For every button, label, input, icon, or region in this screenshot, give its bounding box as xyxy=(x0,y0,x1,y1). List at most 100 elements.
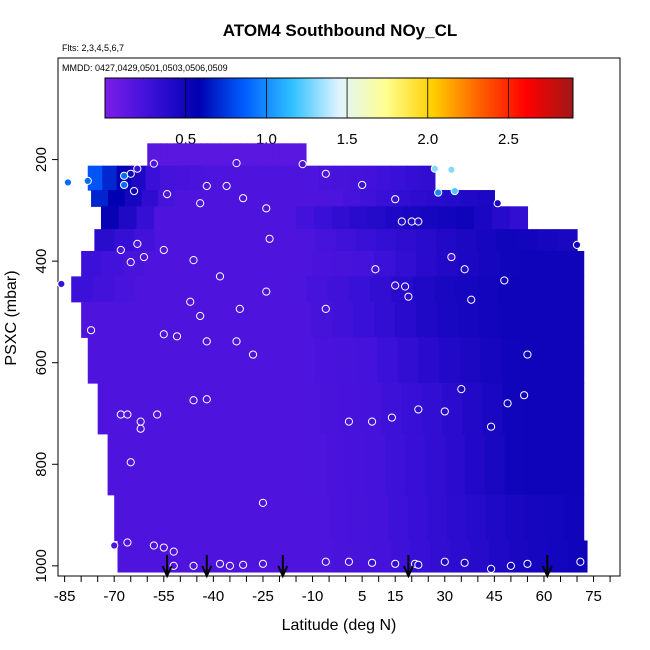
curtain-cell xyxy=(469,540,490,573)
curtain-cell xyxy=(259,190,277,207)
observation-point xyxy=(506,561,516,570)
curtain-cell xyxy=(143,301,166,338)
chart-title: ATOM4 Southbound NOy_CL xyxy=(223,21,458,40)
curtain-cell xyxy=(478,250,501,277)
curtain-cell xyxy=(436,229,457,252)
curtain-cell xyxy=(376,190,395,207)
curtain-cell xyxy=(188,165,205,191)
curtain-cell xyxy=(359,190,378,207)
curtain-cell xyxy=(370,276,393,303)
curtain-cell xyxy=(540,276,563,303)
observation-points xyxy=(57,159,585,573)
curtain-bands xyxy=(71,143,588,573)
curtain-cell xyxy=(167,433,188,496)
curtain-cell xyxy=(543,433,565,496)
observation-point xyxy=(321,557,330,566)
curtain-cell xyxy=(405,165,422,191)
observation-point xyxy=(391,195,400,204)
curtain-cell xyxy=(253,143,261,167)
observation-point xyxy=(215,559,225,568)
curtain-cell xyxy=(368,494,389,542)
curtain-cell xyxy=(502,383,524,435)
curtain-cell xyxy=(524,494,546,542)
curtain-cell xyxy=(118,206,138,230)
curtain-cell xyxy=(129,337,151,384)
observation-point xyxy=(136,424,145,433)
curtain-cell xyxy=(331,206,351,230)
curtain-cell xyxy=(136,206,155,230)
observation-point xyxy=(235,304,244,313)
curtain-cell xyxy=(365,433,386,496)
observation-point xyxy=(202,395,211,404)
curtain-cell xyxy=(246,433,267,496)
curtain-cell xyxy=(227,250,250,277)
curtain-cell xyxy=(193,143,201,167)
curtain-cell xyxy=(485,494,506,542)
observation-point xyxy=(202,337,211,346)
observation-point xyxy=(358,180,367,190)
curtain-cell xyxy=(269,301,292,338)
curtain-cell xyxy=(92,276,115,303)
observation-point xyxy=(576,557,585,566)
curtain-cell xyxy=(207,206,226,230)
profile-arrow-head xyxy=(403,565,414,579)
curtain-cell xyxy=(427,494,448,542)
observation-point xyxy=(239,194,248,203)
curtain-cell xyxy=(172,494,194,542)
curtain-cell xyxy=(225,190,243,207)
curtain-cell xyxy=(536,229,558,252)
observation-point xyxy=(321,304,330,313)
observation-point xyxy=(133,239,142,248)
observation-point xyxy=(387,413,396,422)
x-tick-label: 30 xyxy=(436,588,453,605)
profile-markers xyxy=(161,555,553,579)
curtain-cell xyxy=(311,250,333,277)
curtain-cell xyxy=(309,494,330,542)
curtain-cell xyxy=(562,337,585,384)
curtain-cell xyxy=(102,301,124,338)
curtain-cell xyxy=(437,301,459,338)
observation-point xyxy=(572,240,582,249)
profile-arrow-head xyxy=(277,565,289,579)
curtain-cell xyxy=(154,206,173,230)
curtain-cell xyxy=(381,383,402,435)
x-tick-label: -40 xyxy=(203,588,225,605)
curtain-cell xyxy=(396,229,417,252)
curtain-cell xyxy=(185,250,208,277)
observation-point xyxy=(467,295,476,304)
curtain-cell xyxy=(124,190,143,207)
curtain-cell xyxy=(458,301,480,338)
curtain-cell xyxy=(329,494,350,542)
curtain-cell xyxy=(460,190,479,207)
observation-point xyxy=(239,560,248,569)
curtain-cell xyxy=(254,540,275,573)
curtain-cell xyxy=(275,165,291,191)
curtain-cell xyxy=(352,540,373,573)
curtain-cell xyxy=(177,276,200,303)
curtain-cell xyxy=(102,165,118,191)
observation-point xyxy=(172,332,182,341)
curtain-cell xyxy=(371,540,392,573)
curtain-cell xyxy=(194,229,216,252)
observation-point xyxy=(447,252,456,262)
curtain-cell xyxy=(360,383,382,435)
curtain-cell xyxy=(143,250,166,277)
curtain-cell xyxy=(516,229,538,252)
curtain-cell xyxy=(253,337,275,384)
curtain-cell xyxy=(292,190,311,207)
curtain-cell xyxy=(145,165,161,191)
curtain-cell xyxy=(418,337,440,384)
curtain-cell xyxy=(107,433,129,496)
curtain-cell xyxy=(335,337,357,384)
observation-point xyxy=(298,160,307,169)
curtain-cell xyxy=(71,276,94,303)
observation-point xyxy=(523,559,532,568)
curtain-cell xyxy=(299,143,307,167)
x-tick-label: 5 xyxy=(358,588,366,605)
curtain-cell xyxy=(200,143,208,167)
curtain-cell xyxy=(219,143,228,167)
curtain-cell xyxy=(332,301,354,338)
curtain-cell xyxy=(562,276,585,303)
observation-point xyxy=(232,159,241,168)
